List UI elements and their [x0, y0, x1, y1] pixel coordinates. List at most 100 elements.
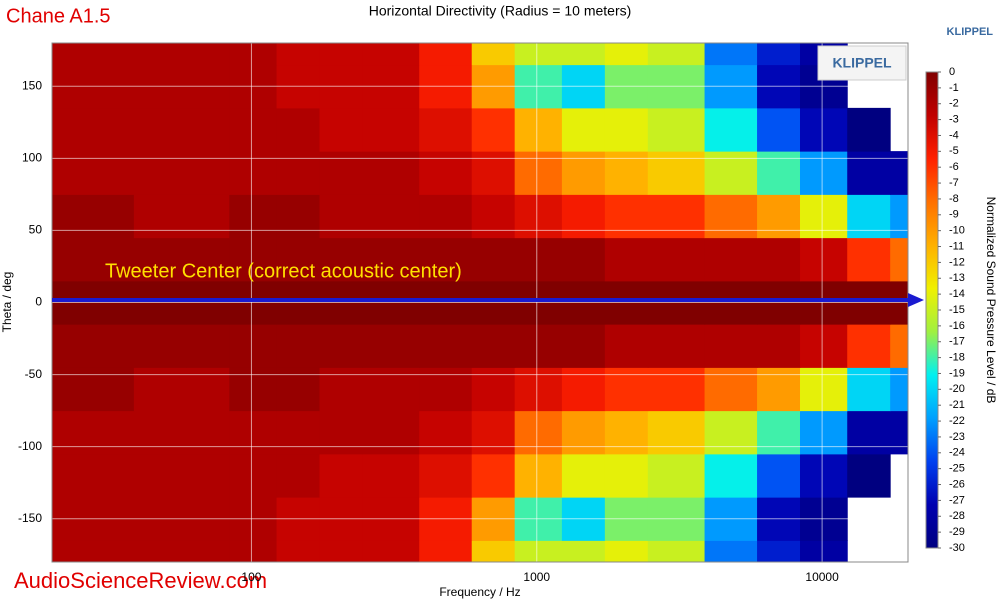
cell [276, 237, 321, 282]
cell [186, 107, 230, 152]
colorbar-tick-label: -28 [949, 510, 965, 522]
cell [561, 237, 606, 282]
cell [52, 453, 78, 498]
cell [757, 540, 801, 562]
y-tick-label: -50 [25, 367, 43, 381]
colorbar-tick-label: -19 [949, 367, 965, 379]
cell [561, 107, 606, 152]
colorbar-tick-label: -15 [949, 304, 965, 316]
cell [276, 367, 321, 412]
cell [229, 237, 278, 282]
cell [419, 453, 473, 498]
cell [890, 194, 908, 239]
cell [847, 324, 891, 368]
cell [52, 194, 78, 239]
cell [847, 107, 891, 152]
cell [757, 367, 801, 412]
cell [419, 43, 473, 66]
logo-box [817, 45, 907, 81]
cell [604, 540, 649, 562]
cell [319, 107, 363, 152]
cell [186, 194, 230, 239]
cell [276, 107, 321, 152]
cell [704, 107, 758, 152]
cell [890, 237, 908, 282]
cell [561, 43, 606, 66]
cell [229, 410, 278, 455]
y-tick-label: 0 [35, 295, 42, 309]
cell [362, 151, 420, 195]
x-tick-label: 1000 [523, 570, 550, 584]
cell [52, 367, 78, 412]
colorbar-tick-label: -3 [949, 114, 959, 126]
chart-title: Horizontal Directivity (Radius = 10 mete… [369, 3, 632, 19]
cell [704, 151, 758, 195]
colorbar-tick-label: -30 [949, 542, 965, 554]
cell [514, 324, 563, 368]
cell [704, 453, 758, 498]
y-axis-label: Theta / deg [0, 272, 14, 333]
cell [604, 410, 649, 455]
cell [52, 324, 78, 368]
y-tick-label: 50 [29, 223, 43, 237]
colorbar-tick-label: -26 [949, 478, 965, 490]
cell [561, 194, 606, 239]
x-tick-label: 10000 [805, 570, 839, 584]
annotation: Tweeter Center (correct acoustic center) [105, 260, 462, 282]
y-tick-label: -150 [18, 511, 42, 525]
cell [319, 151, 363, 195]
cell [890, 324, 908, 368]
cell [757, 324, 801, 368]
cell [800, 540, 848, 562]
cell [471, 43, 516, 66]
cell [604, 367, 649, 412]
colorbar-tick-label: -7 [949, 177, 959, 189]
cell [419, 540, 473, 562]
cell [52, 43, 78, 66]
colorbar-tick-label: -8 [949, 193, 959, 205]
cell [704, 237, 758, 282]
colorbar-tick-label: -21 [949, 399, 965, 411]
cell [186, 410, 230, 455]
colorbar-tick-label: -1 [949, 82, 959, 94]
cell [77, 410, 135, 455]
cell [276, 324, 321, 368]
overlay [51, 42, 909, 563]
colorbar-tick-label: -25 [949, 463, 965, 475]
cell [800, 107, 848, 152]
cell [847, 151, 891, 195]
cell [133, 324, 187, 368]
cell [362, 453, 420, 498]
cell [561, 453, 606, 498]
colorbar-tick-label: 0 [949, 66, 955, 78]
cell [229, 453, 278, 498]
cell [647, 324, 706, 368]
cell [319, 453, 363, 498]
cell [276, 151, 321, 195]
cell [362, 410, 420, 455]
cell [319, 540, 363, 562]
cell [276, 540, 321, 562]
cell [229, 540, 278, 562]
cell [514, 107, 563, 152]
cell [561, 324, 606, 368]
cell [319, 324, 363, 368]
cell [419, 107, 473, 152]
colorbar-tick-label: -27 [949, 494, 965, 506]
cell [800, 237, 848, 282]
cell [186, 367, 230, 412]
cell [800, 151, 848, 195]
cell [604, 43, 649, 66]
cell [186, 540, 230, 562]
colorbar-tick-label: -9 [949, 209, 959, 221]
cell [757, 410, 801, 455]
cell [52, 540, 78, 562]
colorbar-tick-label: -4 [949, 129, 959, 141]
cell [419, 410, 473, 455]
colorbar-tick-label: -29 [949, 526, 965, 538]
cell [647, 194, 706, 239]
cell [471, 410, 516, 455]
cell [757, 194, 801, 239]
y-tick-label: 150 [22, 78, 42, 92]
